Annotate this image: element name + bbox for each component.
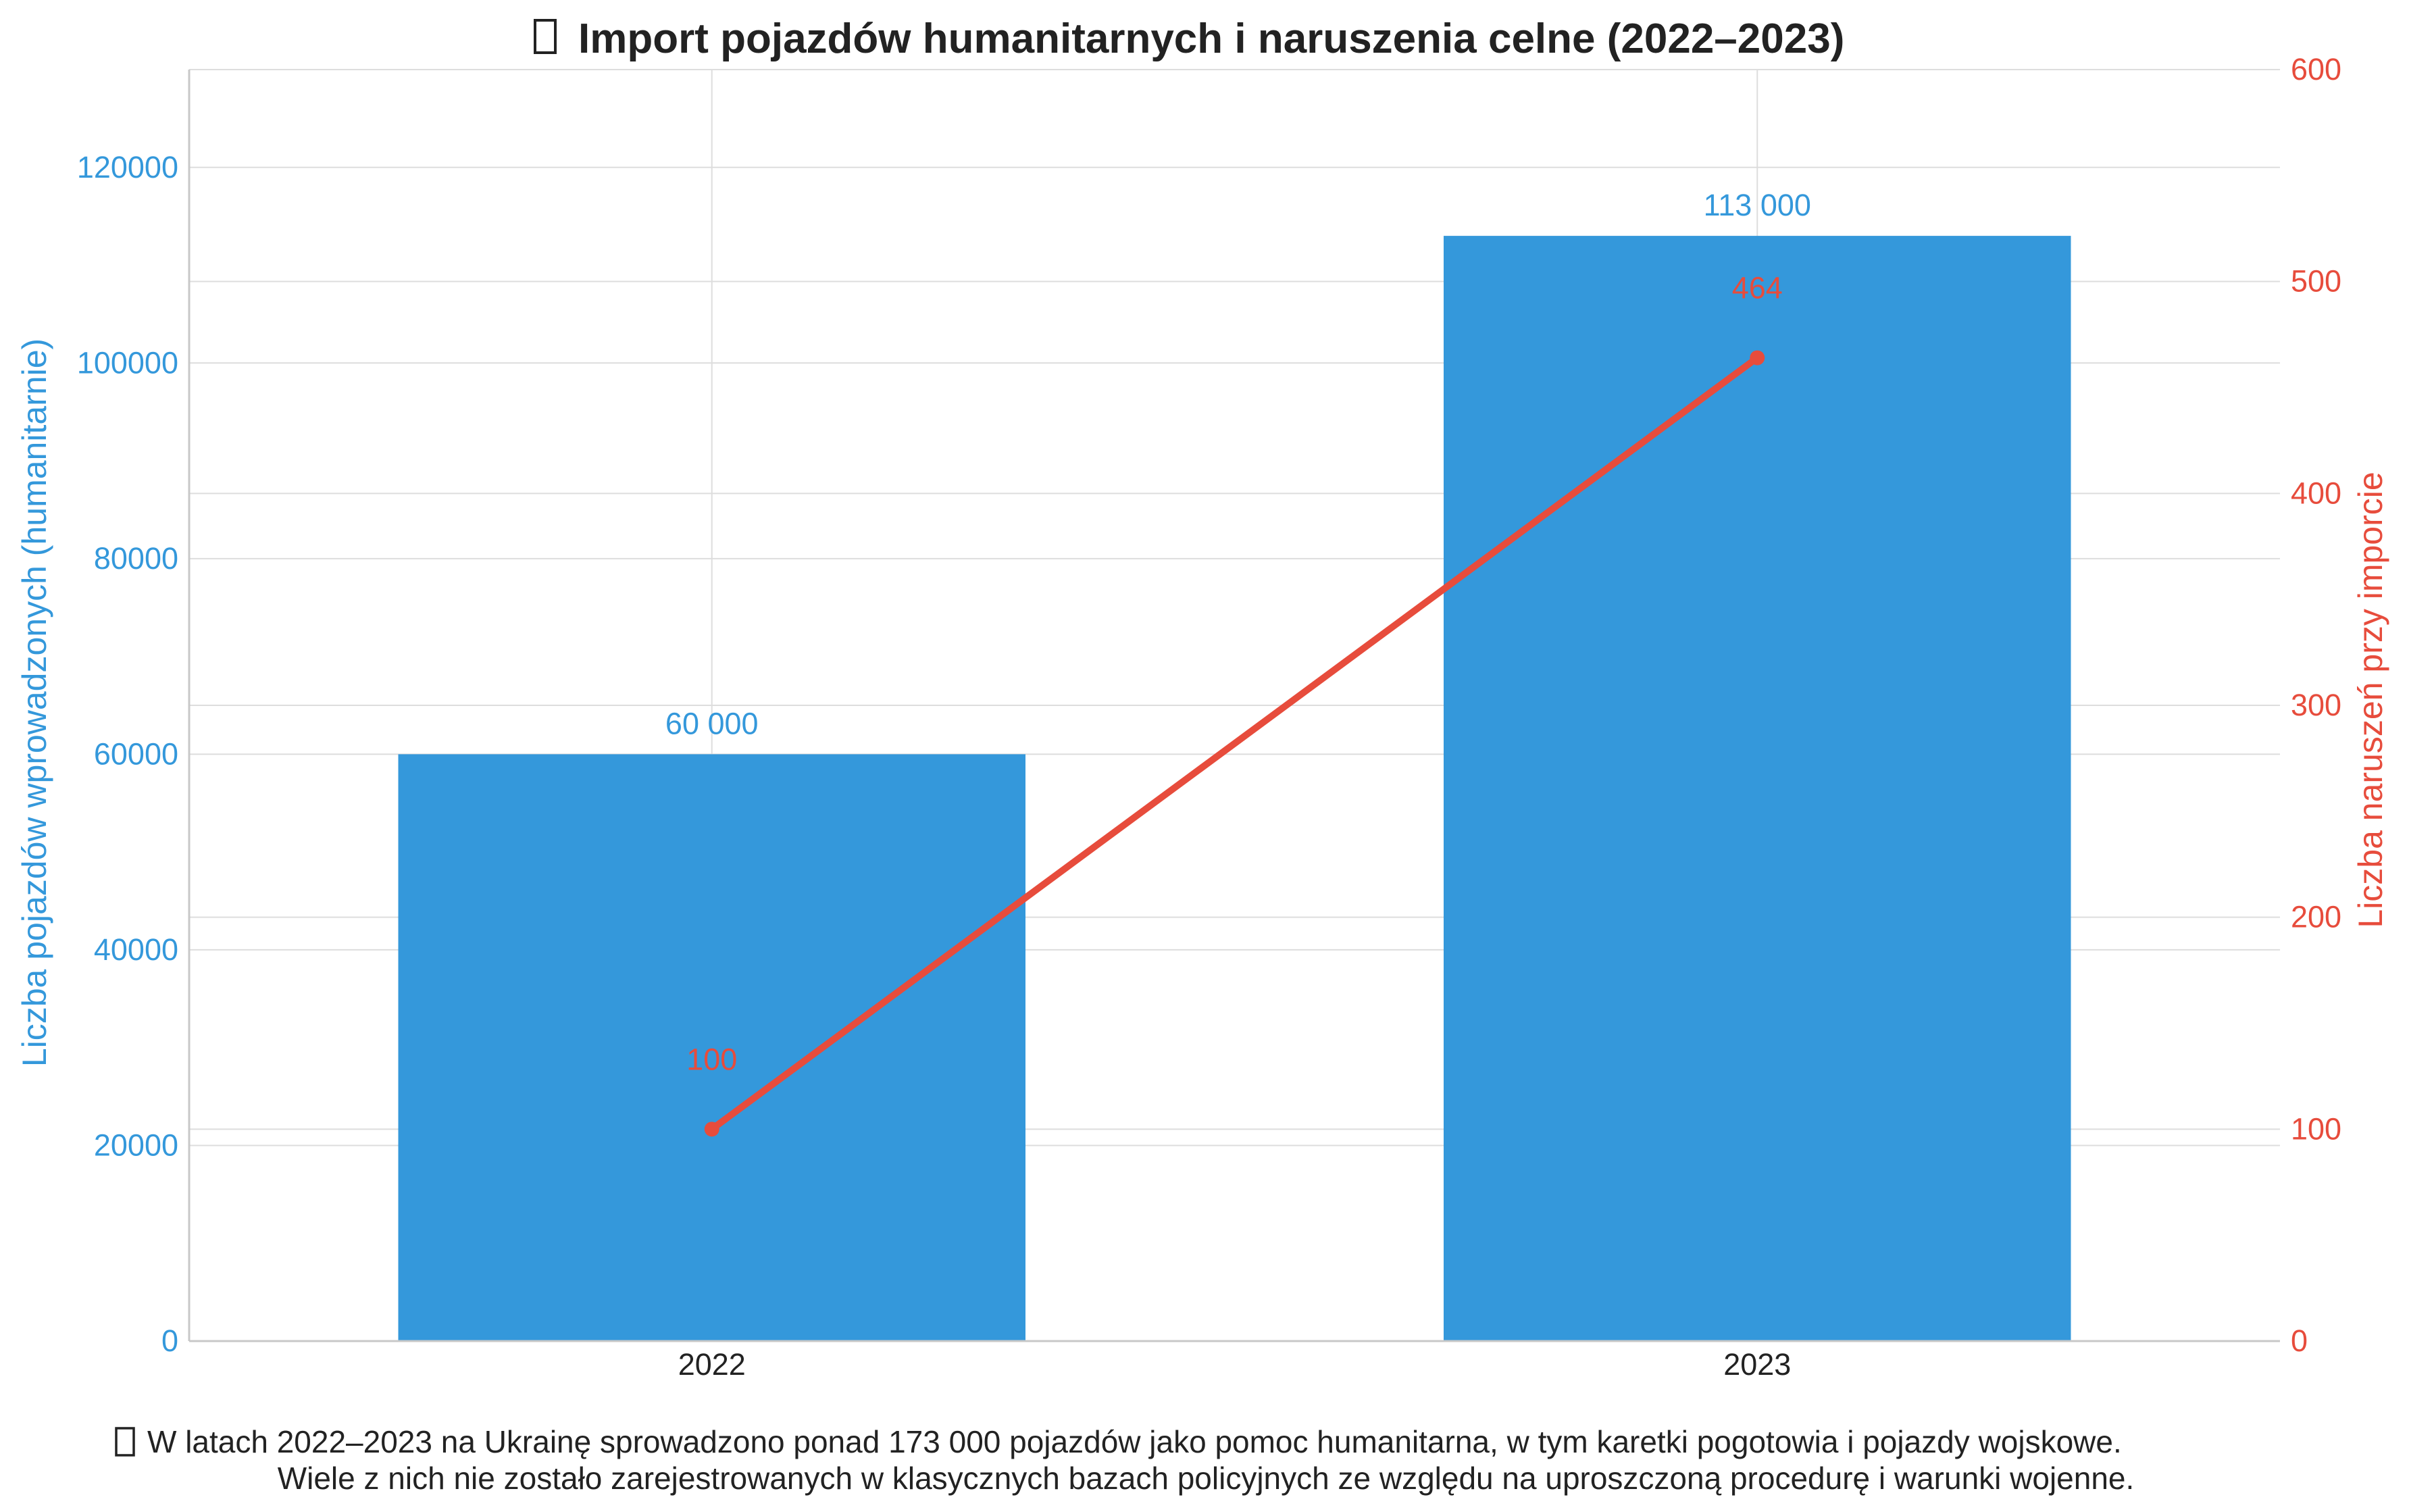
footnote: W latach 2022–2023 na Ukrainę sprowadzon…: [115, 1424, 2135, 1496]
y-right-tick-label: 0: [2291, 1324, 2308, 1358]
chart-title: Import pojazdów humanitarnych i naruszen…: [578, 16, 1844, 62]
title-missing-glyph-icon: [534, 19, 557, 54]
chart-title-group: Import pojazdów humanitarnych i naruszen…: [534, 16, 1844, 62]
y-right-tick-label: 100: [2291, 1111, 2341, 1146]
y-right-tick-label: 400: [2291, 476, 2341, 510]
y-left-tick-label: 80000: [94, 541, 178, 576]
line-value-label-2022: 100: [686, 1042, 737, 1076]
y-left-tick-label: 0: [161, 1324, 178, 1358]
bar-series: [398, 236, 2071, 1342]
y-left-tick-label: 120000: [77, 150, 178, 184]
footnote-line-2: Wiele z nich nie zostało zarejestrowanyc…: [278, 1461, 2135, 1496]
y-right-tick-label: 500: [2291, 264, 2341, 299]
violations-point-2022: [704, 1122, 719, 1137]
y-right-tick-label: 200: [2291, 900, 2341, 934]
y-left-tick-label: 20000: [94, 1128, 178, 1162]
footnote-missing-glyph-icon: [115, 1427, 135, 1457]
line-series: [704, 350, 1765, 1137]
violations-point-2023: [1750, 350, 1765, 366]
y-left-tick-label: 40000: [94, 932, 178, 967]
y-left-tick-label: 60000: [94, 736, 178, 771]
y-right-tick-label: 600: [2291, 52, 2341, 86]
data-labels: 60 000 113 000 100 464: [665, 188, 1811, 1076]
line-value-label-2023: 464: [1732, 271, 1783, 305]
x-tick-label-2022: 2022: [678, 1347, 746, 1382]
violations-line: [708, 354, 1761, 1133]
y-right-tick-label: 300: [2291, 688, 2341, 722]
y-axis-left-label: Liczba pojazdów wprowadzonych (humanitar…: [16, 338, 53, 1067]
bar-value-label-2022: 60 000: [665, 706, 759, 740]
x-tick-label-2023: 2023: [1723, 1347, 1791, 1382]
bar-value-label-2023: 113 000: [1704, 188, 1811, 222]
y-left-tick-label: 100000: [77, 345, 178, 380]
footnote-line-1: W latach 2022–2023 na Ukrainę sprowadzon…: [147, 1424, 2122, 1459]
axes: 0 20000 40000 60000 80000 100000 120000 0 100 200…: [77, 52, 2341, 1382]
y-axis-right-label: Liczba naruszeń przy imporcie: [2352, 472, 2389, 928]
bar-2022: [398, 754, 1025, 1341]
bar-2023: [1444, 236, 2071, 1342]
